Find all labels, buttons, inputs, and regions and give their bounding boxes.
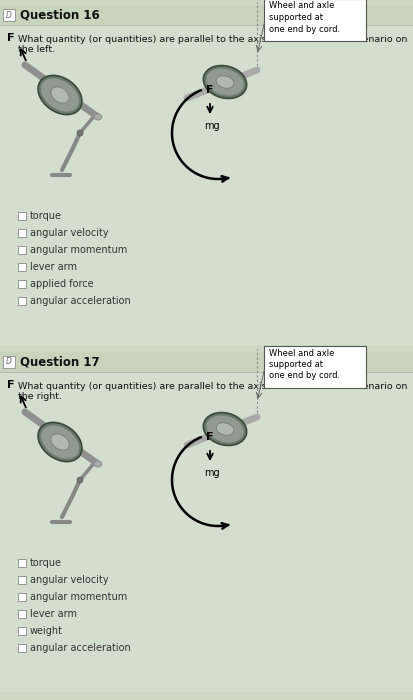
Text: lever arm: lever arm: [30, 609, 77, 619]
Bar: [18, 246, 26, 254]
Ellipse shape: [41, 78, 79, 111]
Text: Wheel and axle: Wheel and axle: [268, 349, 334, 358]
Circle shape: [77, 130, 83, 136]
Text: lever arm: lever arm: [30, 262, 77, 272]
Text: F: F: [7, 33, 15, 43]
Text: torque: torque: [30, 211, 62, 221]
Bar: [18, 280, 26, 288]
Text: mg: mg: [204, 468, 219, 478]
Text: one end by cord.: one end by cord.: [268, 372, 339, 381]
Text: supported at: supported at: [268, 360, 322, 369]
Text: angular velocity: angular velocity: [30, 228, 108, 238]
Circle shape: [77, 477, 83, 483]
Text: What quantity (or quantities) are parallel to the axis of rotation in the scenar: What quantity (or quantities) are parall…: [18, 382, 406, 401]
Bar: [0, 25, 413, 345]
FancyBboxPatch shape: [263, 0, 365, 41]
Text: D: D: [6, 358, 12, 367]
Text: mg: mg: [204, 121, 219, 131]
Bar: [18, 644, 26, 652]
Ellipse shape: [206, 416, 243, 442]
Text: angular momentum: angular momentum: [30, 245, 127, 255]
Text: F: F: [206, 432, 213, 442]
Text: angular velocity: angular velocity: [30, 575, 108, 585]
Text: Wheel and axle: Wheel and axle: [268, 1, 334, 10]
Ellipse shape: [94, 114, 102, 120]
Ellipse shape: [51, 87, 69, 103]
Text: Question 16: Question 16: [20, 8, 100, 22]
Text: What quantity (or quantities) are parallel to the axis of rotation in the scenar: What quantity (or quantities) are parall…: [18, 35, 406, 55]
Ellipse shape: [203, 412, 246, 445]
Text: supported at: supported at: [268, 13, 322, 22]
Text: Question 17: Question 17: [20, 356, 100, 368]
Bar: [18, 229, 26, 237]
Bar: [18, 627, 26, 635]
Bar: [0, 5, 413, 25]
Ellipse shape: [216, 76, 233, 88]
Bar: [0, 352, 413, 372]
Ellipse shape: [94, 461, 102, 467]
Text: angular acceleration: angular acceleration: [30, 643, 131, 653]
Ellipse shape: [41, 426, 79, 458]
Text: weight: weight: [30, 626, 63, 636]
Bar: [0, 372, 413, 692]
Text: applied force: applied force: [30, 279, 93, 289]
Text: one end by cord.: one end by cord.: [268, 25, 339, 34]
Bar: [18, 212, 26, 220]
Ellipse shape: [216, 423, 233, 435]
Bar: [18, 593, 26, 601]
Ellipse shape: [38, 76, 82, 115]
Bar: [18, 576, 26, 584]
Bar: [18, 297, 26, 305]
Bar: [18, 610, 26, 618]
Text: torque: torque: [30, 558, 62, 568]
Text: F: F: [206, 85, 213, 95]
Text: F: F: [7, 380, 15, 390]
FancyBboxPatch shape: [263, 346, 365, 388]
Ellipse shape: [51, 434, 69, 450]
Ellipse shape: [206, 69, 243, 95]
Text: D: D: [6, 10, 12, 20]
Text: angular momentum: angular momentum: [30, 592, 127, 602]
Bar: [18, 559, 26, 567]
Bar: [3, 356, 15, 368]
Ellipse shape: [38, 422, 82, 461]
Ellipse shape: [203, 66, 246, 99]
Bar: [3, 9, 15, 21]
Text: angular acceleration: angular acceleration: [30, 296, 131, 306]
Bar: [18, 263, 26, 271]
